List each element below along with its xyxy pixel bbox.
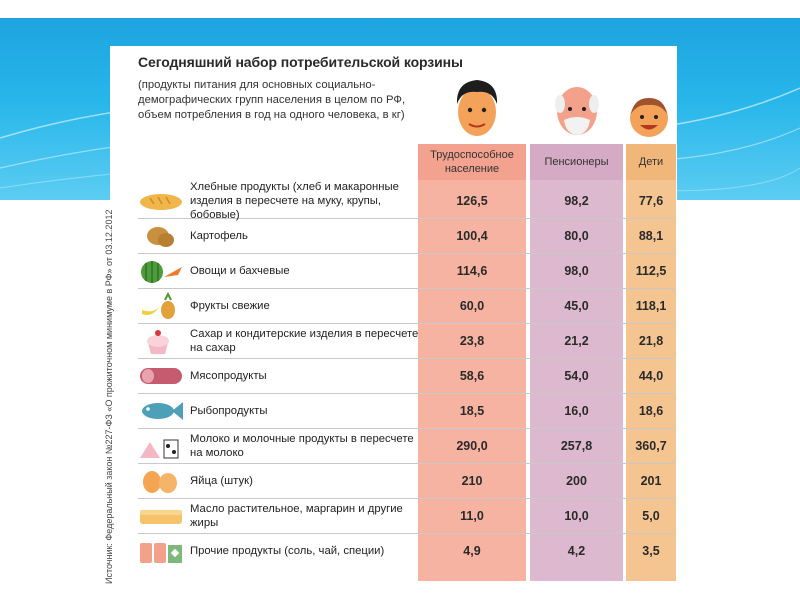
- value-pensioner: 16,0: [564, 404, 589, 418]
- value-pensioner: 257,8: [560, 439, 593, 453]
- potato-icon: [147, 227, 174, 247]
- column-header-kids: Дети: [626, 144, 676, 180]
- value-kids: 18,6: [638, 404, 664, 418]
- fish-icon: [142, 402, 183, 420]
- table-row: Картофель 100,4 80,0 88,1: [138, 219, 676, 254]
- row-label: Сахар и кондитерские изделия в пересчете…: [190, 328, 419, 354]
- value-worker: 210: [461, 474, 483, 488]
- value-worker: 23,8: [459, 334, 485, 348]
- value-pensioner: 21,2: [564, 334, 589, 348]
- milk-icon: [140, 439, 179, 459]
- row-label: Молоко и молочные продукты в пересчете н…: [190, 433, 414, 459]
- page-title: Сегодняшний набор потребительской корзин…: [138, 54, 463, 70]
- table-row: Яйца (штук) 210 200 201: [138, 464, 676, 499]
- value-kids: 88,1: [638, 229, 664, 243]
- row-label: Прочие продукты (соль, чай, специи): [190, 545, 385, 557]
- table-row: Овощи и бахчевые 114,6 98,0 112,5: [138, 254, 676, 289]
- source-note: Источник: Федеральный закон №227-ФЗ «О п…: [104, 209, 114, 584]
- row-label: Фрукты свежие: [190, 300, 270, 312]
- table-row: Масло растительное, маргарин и другие жи…: [138, 499, 676, 534]
- value-kids: 201: [640, 474, 662, 488]
- row-label: Яйца (штук): [190, 475, 253, 487]
- eggs-icon: [143, 471, 177, 493]
- table-row: Сахар и кондитерские изделия в пересчете…: [138, 324, 676, 359]
- value-worker: 100,4: [456, 229, 488, 243]
- child-face-icon: [630, 98, 668, 137]
- column-pensioner-bg: [530, 144, 623, 581]
- value-kids: 21,8: [638, 334, 664, 348]
- table-row: Хлебные продукты (хлеб и макаронные изде…: [138, 181, 676, 221]
- row-label: Картофель: [190, 230, 248, 242]
- value-pensioner: 200: [566, 474, 587, 488]
- value-pensioner: 4,2: [567, 544, 586, 558]
- column-worker-bg: [418, 144, 526, 581]
- basket-infographic: Сегодняшний набор потребительской корзин…: [104, 46, 677, 590]
- value-pensioner: 98,0: [564, 264, 589, 278]
- fruits-icon: [142, 292, 175, 319]
- value-kids: 112,5: [635, 264, 667, 278]
- spices-icon: [140, 543, 182, 563]
- column-header-worker: Трудоспособное население: [418, 144, 526, 180]
- row-label: Мясопродукты: [190, 370, 267, 382]
- value-worker: 60,0: [459, 299, 485, 313]
- value-pensioner: 80,0: [564, 229, 589, 243]
- vegetables-icon: [141, 261, 182, 283]
- table-row: Фрукты свежие 60,0 45,0 118,1: [138, 289, 676, 324]
- table-row: Мясопродукты 58,6 54,0 44,0: [138, 359, 676, 394]
- value-worker: 18,5: [459, 404, 485, 418]
- pensioner-face-icon: [555, 87, 599, 135]
- row-label: Масло растительное, маргарин и другие жи…: [190, 503, 403, 529]
- value-worker: 290,0: [456, 439, 488, 453]
- table-row: Рыбопродукты 18,5 16,0 18,6: [138, 394, 676, 429]
- value-kids: 44,0: [638, 369, 664, 383]
- column-kids-bg: [626, 144, 676, 581]
- sausage-icon: [140, 368, 182, 384]
- value-worker: 114,6: [456, 264, 488, 278]
- butter-icon: [140, 510, 182, 524]
- row-label: Овощи и бахчевые: [190, 265, 290, 277]
- worker-face-icon: [456, 80, 498, 136]
- value-worker: 11,0: [460, 509, 484, 523]
- value-pensioner: 45,0: [564, 299, 589, 313]
- cupcake-icon: [147, 330, 169, 354]
- value-pensioner: 10,0: [564, 509, 589, 523]
- column-header-pensioner: Пенсионеры: [530, 144, 623, 180]
- table-row: Молоко и молочные продукты в пересчете н…: [138, 429, 676, 464]
- value-pensioner: 54,0: [564, 369, 589, 383]
- value-worker: 58,6: [459, 369, 485, 383]
- page-subtitle: (продукты питания для основных социально…: [138, 79, 406, 121]
- row-label: Рыбопродукты: [190, 405, 268, 417]
- value-worker: 4,9: [463, 544, 481, 558]
- value-kids: 3,5: [642, 544, 660, 558]
- value-kids: 360,7: [635, 439, 667, 453]
- bread-icon: [140, 194, 182, 210]
- row-label: Хлебные продукты (хлеб и макаронные изде…: [190, 181, 399, 221]
- value-kids: 77,6: [638, 194, 664, 208]
- value-kids: 5,0: [642, 509, 660, 523]
- value-pensioner: 98,2: [564, 194, 589, 208]
- value-kids: 118,1: [635, 299, 667, 313]
- value-worker: 126,5: [456, 194, 488, 208]
- table-row: Прочие продукты (соль, чай, специи) 4,9 …: [138, 534, 676, 568]
